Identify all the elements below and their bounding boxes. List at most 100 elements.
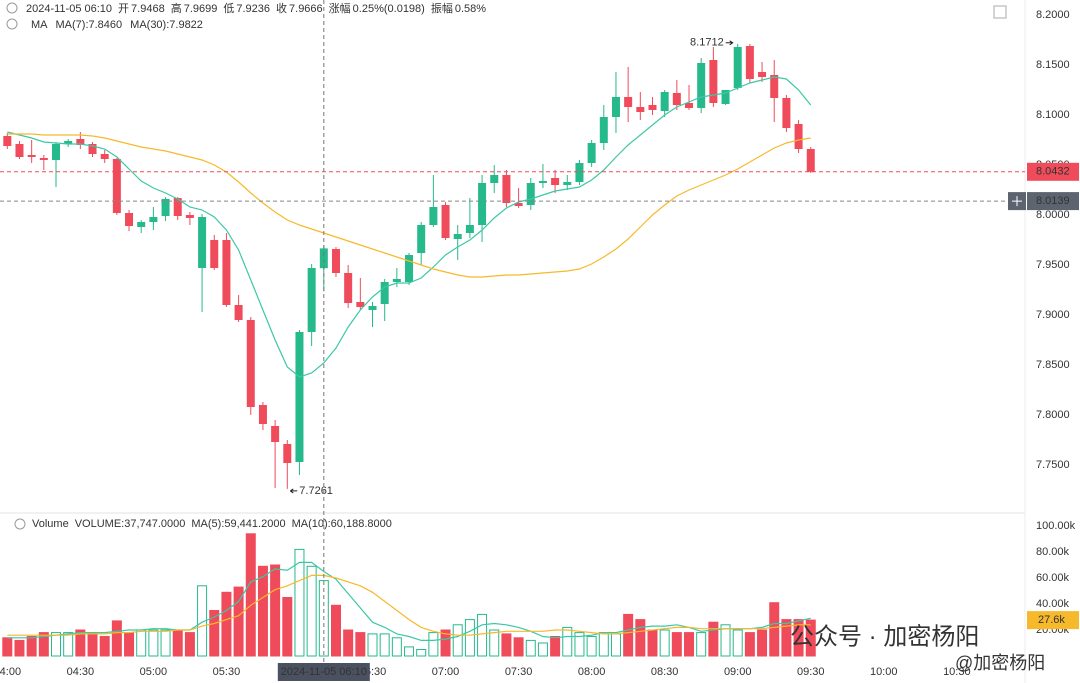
y-tick-label: 7.9000 (1036, 309, 1070, 321)
x-tick-label: 05:30 (213, 666, 241, 678)
legend-value: VOLUME:37,747.0000 (75, 518, 186, 530)
collapse-button[interactable] (6, 18, 18, 30)
header-item: 0.58% (455, 3, 486, 15)
x-tick-label: 05:00 (140, 666, 168, 678)
volume-bar (647, 629, 658, 657)
volume-bar (525, 639, 536, 657)
candle-body (697, 63, 706, 108)
price-box (1027, 162, 1079, 181)
volume-bar (282, 597, 293, 657)
volume-bar (696, 632, 707, 657)
candle-body (733, 47, 742, 88)
candle-body (64, 141, 73, 144)
volume-bar (221, 591, 232, 657)
volume-bar (635, 619, 646, 657)
candle-body (648, 105, 657, 110)
volume-bar (440, 629, 451, 657)
candle-body (210, 240, 219, 268)
candle-body (429, 207, 438, 225)
candle-body (538, 181, 547, 183)
volume-bar (452, 624, 463, 657)
ma-line (7, 133, 811, 278)
legend-title: MA (31, 19, 48, 31)
volume-bar (294, 548, 305, 657)
candle-body (660, 92, 669, 111)
candle-body (307, 268, 316, 332)
candle-body (344, 273, 353, 303)
volume-bar (562, 626, 573, 657)
candle-body (149, 217, 158, 222)
header-item: 7.9666 (289, 3, 323, 15)
volume-bar (343, 629, 354, 657)
candle-body (161, 199, 170, 216)
x-tick-label: 04:00 (0, 666, 21, 678)
ma-line (7, 561, 811, 641)
x-tick-label: 07:00 (432, 666, 460, 678)
volume-bar (477, 613, 488, 657)
volume-bar (598, 632, 609, 657)
header-item: 开 (118, 3, 129, 15)
crosshair-time: 2024-11-05 06:10 (281, 666, 367, 678)
volume-bar (732, 629, 743, 657)
ma-line (7, 574, 811, 636)
candle-body (721, 90, 730, 104)
candle-body (490, 175, 499, 183)
candle-body (611, 97, 620, 117)
volume-bar (50, 632, 61, 657)
volume-bar (26, 636, 37, 657)
header-item: 7.9468 (131, 3, 165, 15)
header-item: 7.9236 (236, 3, 270, 15)
marker-arrow (290, 488, 298, 494)
volume-bar (209, 610, 220, 657)
candle-body (392, 279, 401, 282)
volume-bar (513, 637, 524, 657)
y-tick-label: 8.1500 (1036, 59, 1070, 71)
collapse-button[interactable] (6, 2, 18, 14)
legend-entry: MA(5):59,441.2000 (191, 518, 285, 530)
volume-bar (14, 639, 25, 657)
candle-body (417, 225, 426, 253)
volume-bar (270, 564, 281, 657)
y-tick-label: 8.0000 (1036, 209, 1070, 221)
candle-body (88, 144, 97, 154)
volume-bar (464, 619, 475, 657)
x-tick-label: 09:30 (797, 666, 825, 678)
candle-body (246, 320, 255, 407)
candle-body (453, 234, 462, 239)
volume-box (1027, 611, 1079, 630)
volume-bar (781, 619, 792, 657)
candle-body (563, 182, 572, 185)
candle-body (222, 240, 231, 305)
y-tick-label: 8.2000 (1036, 9, 1070, 21)
candle-body (441, 205, 450, 238)
fullscreen-button[interactable] (993, 5, 1007, 19)
volume-bar (659, 629, 670, 657)
volume-bar (330, 604, 341, 657)
volume-bar (708, 621, 719, 657)
candle-body (624, 97, 633, 107)
volume-bar (574, 632, 585, 657)
candle-body (465, 225, 474, 233)
x-tick-label: 04:30 (67, 666, 95, 678)
volume-bar (416, 649, 427, 657)
candle-body (599, 117, 608, 143)
volume-bar (257, 565, 268, 657)
header-item: 涨幅 (329, 2, 351, 15)
x-tick-label: 09:00 (724, 666, 752, 678)
collapse-button[interactable] (14, 518, 26, 530)
crosshair-time-box (277, 663, 370, 681)
ma-line (7, 76, 812, 378)
candle-body (39, 158, 48, 160)
candle-body (502, 175, 511, 203)
candle-body (331, 249, 340, 273)
candle-body (125, 213, 134, 226)
last-volume: 27.6k (1038, 614, 1065, 626)
header-item: 低 (223, 2, 234, 15)
candle-body (185, 215, 194, 218)
candle-body (478, 183, 487, 225)
watermark: @加密杨阳 (955, 653, 1045, 673)
candle-body (405, 255, 414, 282)
volume-bar (245, 533, 256, 657)
